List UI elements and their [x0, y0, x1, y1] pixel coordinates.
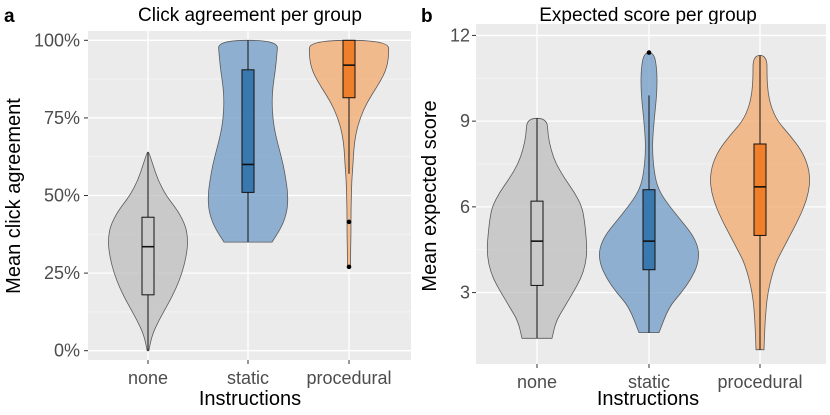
- x-tick-label: static: [628, 372, 670, 392]
- outlier-point: [346, 219, 352, 225]
- box-procedural: [753, 143, 767, 236]
- panel-a-x-axis-title: Instructions: [199, 388, 301, 410]
- y-tick-label: 100%: [34, 30, 80, 50]
- panel-b-violins: [486, 50, 810, 351]
- x-tick-label: static: [227, 368, 269, 388]
- panel-a-label: a: [4, 6, 15, 27]
- y-tick-label: 6: [460, 197, 470, 217]
- panel-a-title: Click agreement per group: [138, 5, 362, 26]
- y-tick-label: 12: [450, 25, 470, 45]
- panel-b-y-axis-title: Mean expected score: [419, 100, 441, 291]
- y-tick-label: 50%: [44, 186, 80, 206]
- panel-b-y-axis: 3 6 9 12: [450, 25, 476, 303]
- panel-a-y-axis-title: Mean click agreement: [3, 98, 25, 294]
- panel-b-x-axis: none static procedural: [517, 364, 803, 392]
- y-tick-label: 25%: [44, 263, 80, 283]
- panel-a-y-axis: 0% 25% 50% 75% 100%: [34, 30, 88, 361]
- panel-a-click-agreement: a Click agreement per group 0% 25% 50% 75% 1…: [3, 5, 411, 410]
- box-static: [241, 69, 255, 193]
- panel-b-label: b: [421, 6, 433, 27]
- panel-a-violins: [108, 39, 390, 352]
- box-static: [642, 189, 656, 271]
- panel-b-expected-score: b Expected score per group 3 6 9 12 none sta…: [419, 5, 826, 410]
- x-tick-label: procedural: [306, 368, 391, 388]
- x-tick-label: none: [128, 368, 168, 388]
- panel-b-x-axis-title: Instructions: [597, 388, 699, 410]
- outlier-point: [346, 264, 352, 270]
- box-procedural: [342, 39, 356, 99]
- y-tick-label: 0%: [54, 341, 80, 361]
- box-none: [141, 216, 155, 296]
- y-tick-label: 75%: [44, 108, 80, 128]
- outlier-point: [646, 50, 652, 55]
- x-tick-label: procedural: [717, 372, 802, 392]
- x-tick-label: none: [517, 372, 557, 392]
- box-none: [530, 200, 544, 286]
- y-tick-label: 9: [460, 111, 470, 131]
- y-tick-label: 3: [460, 283, 470, 303]
- panel-a-x-axis: none static procedural: [128, 360, 392, 388]
- panel-b-title: Expected score per group: [539, 5, 757, 26]
